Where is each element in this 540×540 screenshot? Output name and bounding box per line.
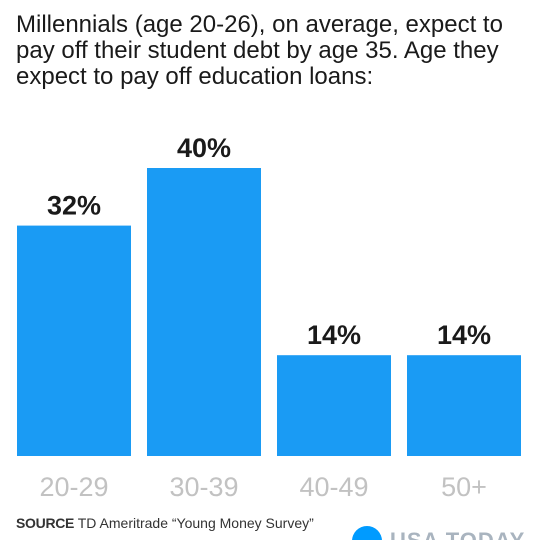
category-label: 30-39 — [169, 472, 238, 502]
bar-30-39 — [147, 168, 261, 456]
bar-50+ — [407, 355, 521, 456]
source-label: SOURCE — [16, 515, 75, 531]
value-label: 32% — [47, 191, 101, 221]
chart-title: Millennials (age 20-26), on average, exp… — [16, 11, 503, 90]
category-label: 40-49 — [299, 472, 368, 502]
logo-dot-icon — [352, 526, 382, 540]
source-note: SOURCE TD Ameritrade “Young Money Survey… — [16, 515, 314, 531]
category-label: 50+ — [441, 472, 487, 502]
category-label: 20-29 — [39, 472, 108, 502]
value-label: 40% — [177, 133, 231, 163]
publisher-logo: USA TODAY — [352, 526, 540, 540]
source-text: TD Ameritrade “Young Money Survey” — [77, 515, 314, 531]
bar-chart: 32% 20-29 40% 30-39 14% 40-49 14% 50+ — [17, 133, 521, 502]
bar-20-29 — [17, 225, 131, 456]
bar-40-49 — [277, 355, 391, 456]
logo-text: USA TODAY — [390, 528, 525, 540]
value-label: 14% — [307, 320, 361, 350]
value-label: 14% — [437, 320, 491, 350]
